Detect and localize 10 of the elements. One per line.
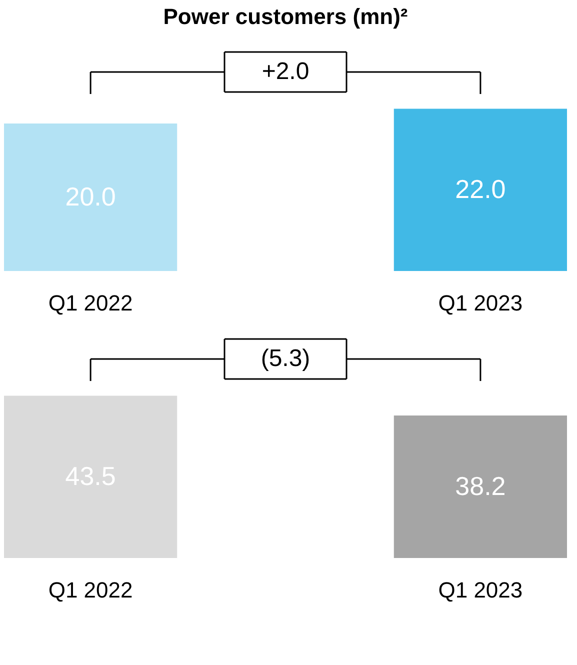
x-tick-label: Q1 2023 — [438, 578, 523, 602]
data-label: 20.0 — [65, 181, 116, 212]
text: (5.3) — [260, 345, 310, 372]
x-tick-label: Q1 2022 — [48, 578, 133, 602]
chart-title: Power customers (mn)² — [163, 4, 408, 29]
x-tick-label: Q1 2023 — [438, 290, 523, 316]
data-label: 38.2 — [455, 470, 506, 501]
data-label: 22.0 — [455, 174, 506, 204]
x-tick-label: Q1 2022 — [48, 290, 133, 316]
text: +2.0 — [262, 58, 310, 85]
